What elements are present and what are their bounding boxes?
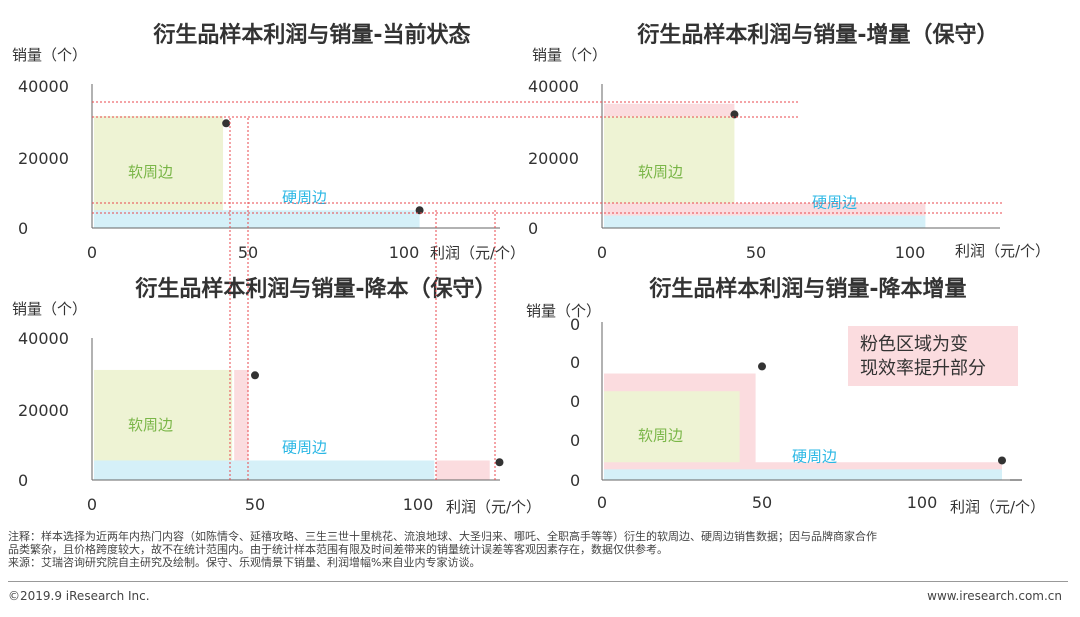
increase-region <box>604 103 735 117</box>
x-axis-label: 利润（元/个） <box>955 242 1050 260</box>
x-tick-label: 0 <box>597 493 607 512</box>
soft-label: 软周边 <box>128 163 173 181</box>
legend-note-box <box>848 326 1018 386</box>
y-tick-label: 20000 <box>528 149 579 168</box>
y-axis-label: 销量（个） <box>12 46 87 64</box>
site-url: www.iresearch.com.cn <box>927 589 1062 603</box>
x-tick-label: 50 <box>746 243 766 262</box>
soft-label: 软周边 <box>638 427 683 445</box>
soft-label: 软周边 <box>638 163 683 181</box>
legend-note: 粉色区域为变现效率提升部分 <box>860 334 986 379</box>
x-tick-label: 100 <box>389 243 420 262</box>
x-axis-label: 利润（元/个） <box>430 244 525 262</box>
region-hard <box>94 210 420 228</box>
footer-divider <box>8 581 1068 582</box>
increase-region <box>604 203 926 216</box>
x-tick-label: 100 <box>403 495 434 514</box>
y-tick-label: 40000 <box>528 77 579 96</box>
guide-lines <box>92 101 1002 480</box>
x-tick-label: 50 <box>245 495 265 514</box>
data-point <box>415 206 424 215</box>
chart-title: 衍生品样本利润与销量-增量（保守） <box>637 22 998 48</box>
source-note: 来源：艾瑞咨询研究院自主研究及绘制。保守、乐观情景下销量、利润增幅%来自业内专家… <box>8 556 481 569</box>
y-tick-label: 0 <box>570 471 580 490</box>
data-point <box>251 371 259 380</box>
region-soft <box>94 116 224 228</box>
y-axis-label: 销量（个） <box>532 46 607 64</box>
region-hard <box>604 469 1002 480</box>
x-tick-label: 100 <box>907 493 938 512</box>
increase-region <box>234 369 249 480</box>
y-tick-label: 40000 <box>18 329 69 348</box>
increase-region <box>436 460 490 480</box>
y-tick-label: 0 <box>570 353 580 372</box>
hard-label: 硬周边 <box>282 188 327 206</box>
data-point <box>730 110 739 119</box>
y-tick-label: 40000 <box>18 77 69 96</box>
legend-note-line-1: 粉色区域为变 <box>860 334 968 355</box>
y-axis-label: 销量（个） <box>12 300 87 318</box>
note-line-2: 品类繁杂，且价格跨度较大，故不在统计范围内。由于统计样本范围有限及时间差带来的销… <box>8 543 668 556</box>
x-tick-label: 0 <box>87 243 97 262</box>
data-point <box>222 119 231 128</box>
chart-title: 衍生品样本利润与销量-降本（保守） <box>135 276 496 302</box>
x-tick-label: 50 <box>752 493 772 512</box>
data-point <box>495 458 504 467</box>
x-axis-label: 利润（元/个） <box>950 498 1045 516</box>
y-tick-label: 0 <box>528 219 538 238</box>
note-line-1: 注释：样本选择为近两年内热门内容（如陈情令、延禧攻略、三生三世十里桃花、流浪地球… <box>8 530 877 543</box>
x-axis-label: 利润（元/个） <box>446 498 541 516</box>
x-tick-label: 50 <box>238 243 258 262</box>
soft-label: 软周边 <box>128 416 173 434</box>
region-hard <box>604 215 926 228</box>
x-tick-label: 0 <box>87 495 97 514</box>
x-tick-label: 0 <box>597 243 607 262</box>
copyright: ©2019.9 iResearch Inc. <box>8 589 150 603</box>
chart-title: 衍生品样本利润与销量-当前状态 <box>153 22 470 48</box>
data-point <box>998 456 1006 465</box>
chart-title: 衍生品样本利润与销量-降本增量 <box>649 276 966 302</box>
y-tick-label: 0 <box>18 471 28 490</box>
y-tick-label: 20000 <box>18 149 69 168</box>
chart-figure: 软周边硬周边衍生品样本利润与销量-当前状态销量（个）利润（元/个）4000020… <box>12 22 1050 516</box>
y-tick-label: 20000 <box>18 401 69 420</box>
region-hard <box>94 460 435 480</box>
x-tick-label: 100 <box>895 243 926 262</box>
y-tick-label: 0 <box>570 392 580 411</box>
y-tick-label: 0 <box>570 315 580 334</box>
data-point <box>758 362 766 371</box>
legend-note-line-2: 现效率提升部分 <box>860 358 986 379</box>
hard-label: 硬周边 <box>812 194 857 212</box>
y-tick-label: 0 <box>570 431 580 450</box>
y-axis-label: 销量（个） <box>526 302 601 320</box>
hard-label: 硬周边 <box>282 438 327 456</box>
y-tick-label: 0 <box>18 219 28 238</box>
hard-label: 硬周边 <box>792 447 837 465</box>
